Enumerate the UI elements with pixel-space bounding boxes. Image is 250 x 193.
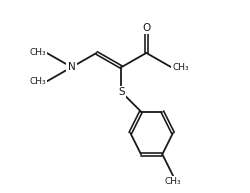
- Text: CH₃: CH₃: [29, 48, 46, 58]
- Text: O: O: [142, 23, 150, 33]
- Text: N: N: [68, 62, 76, 72]
- Text: CH₃: CH₃: [165, 177, 181, 185]
- Text: CH₃: CH₃: [172, 63, 189, 72]
- Text: S: S: [118, 87, 125, 97]
- Text: CH₃: CH₃: [29, 77, 46, 86]
